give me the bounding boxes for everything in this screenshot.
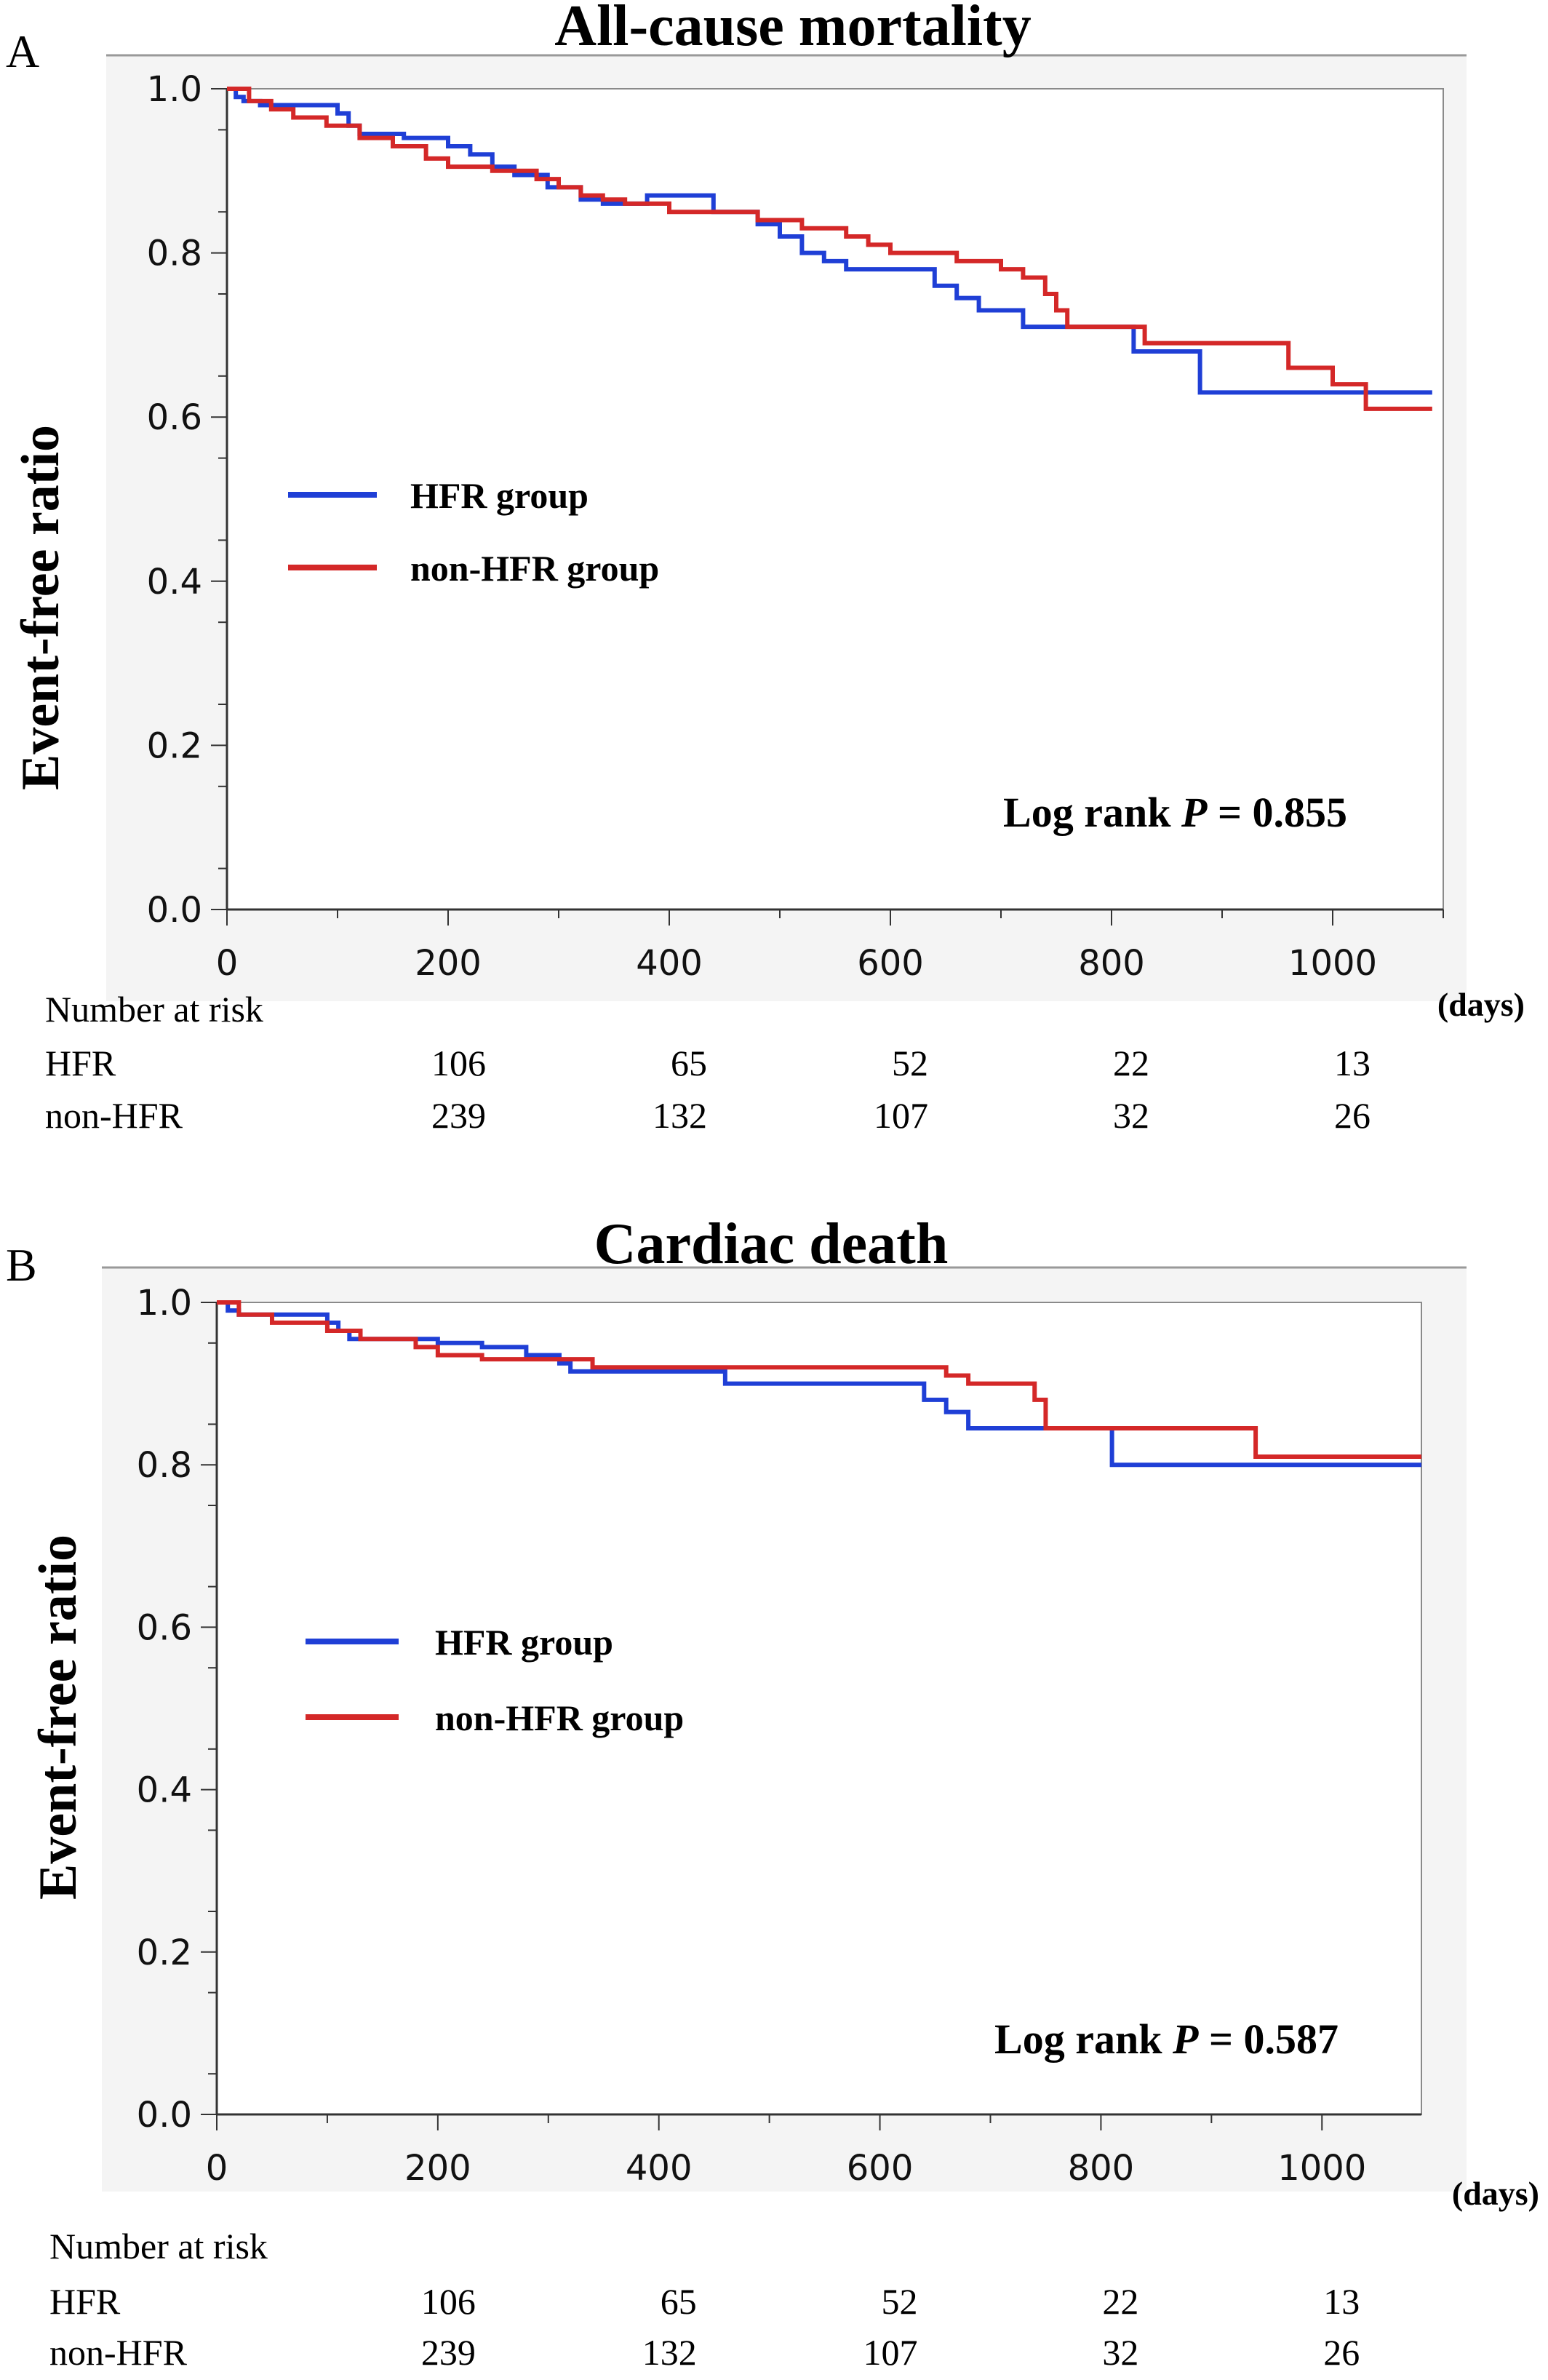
risk-row-label: non-HFR bbox=[45, 1095, 183, 1136]
chart-title: All-cause mortality bbox=[554, 0, 1031, 58]
p-symbol: P bbox=[1172, 2015, 1199, 2063]
risk-value: 22 bbox=[1113, 1043, 1149, 1083]
risk-table-heading: Number at risk bbox=[49, 2226, 268, 2266]
risk-value: 52 bbox=[892, 1043, 928, 1083]
p-symbol: P bbox=[1181, 789, 1208, 836]
plot-area bbox=[227, 89, 1443, 910]
panel-letter: B bbox=[6, 1239, 37, 1291]
x-tick-label: 0 bbox=[206, 2148, 228, 2189]
log-rank-prefix: Log rank bbox=[1003, 789, 1181, 836]
x-tick-label: 200 bbox=[415, 943, 482, 984]
risk-value: 65 bbox=[661, 2281, 697, 2322]
x-tick-label: 400 bbox=[636, 943, 703, 984]
y-tick-label: 0.0 bbox=[137, 2095, 192, 2136]
risk-value: 106 bbox=[431, 1043, 486, 1083]
y-tick-label: 0.6 bbox=[147, 397, 202, 438]
risk-row-label: HFR bbox=[49, 2281, 121, 2322]
log-rank-prefix: Log rank bbox=[994, 2015, 1173, 2063]
risk-value: 26 bbox=[1323, 2332, 1360, 2373]
p-value: = 0.855 bbox=[1207, 789, 1347, 836]
y-axis-label: Event-free ratio bbox=[28, 1535, 88, 1900]
risk-value: 239 bbox=[421, 2332, 476, 2373]
y-tick-label: 0.4 bbox=[137, 1770, 192, 1811]
log-rank-annotation: Log rank P = 0.855 bbox=[1003, 789, 1347, 836]
y-tick-label: 0.2 bbox=[137, 1933, 192, 1973]
risk-value: 132 bbox=[642, 2332, 697, 2373]
x-axis-unit: (days) bbox=[1452, 2175, 1539, 2212]
risk-value: 52 bbox=[882, 2281, 918, 2322]
y-tick-label: 1.0 bbox=[147, 69, 202, 110]
x-tick-label: 1000 bbox=[1277, 2148, 1366, 2189]
risk-value: 107 bbox=[874, 1095, 928, 1136]
plot-area bbox=[217, 1302, 1421, 2114]
y-tick-label: 0.0 bbox=[147, 890, 202, 931]
survival-curve-hfr bbox=[217, 1300, 1421, 1468]
risk-value: 107 bbox=[863, 2332, 918, 2373]
x-tick-label: 800 bbox=[1068, 2148, 1135, 2189]
log-rank-annotation: Log rank P = 0.587 bbox=[994, 2015, 1338, 2063]
risk-row-label: HFR bbox=[45, 1043, 116, 1083]
x-tick-label: 0 bbox=[216, 943, 239, 984]
y-tick-label: 0.6 bbox=[137, 1607, 192, 1648]
legend-label: HFR group bbox=[410, 475, 589, 516]
survival-curve-non-hfr bbox=[217, 1300, 1421, 1460]
panel-letter: A bbox=[6, 25, 39, 77]
risk-value: 32 bbox=[1113, 1095, 1149, 1136]
y-tick-label: 0.8 bbox=[137, 1445, 192, 1486]
risk-value: 239 bbox=[431, 1095, 486, 1136]
x-tick-label: 800 bbox=[1078, 943, 1145, 984]
legend-label: HFR group bbox=[435, 1622, 613, 1663]
risk-value: 13 bbox=[1334, 1043, 1371, 1083]
risk-value: 22 bbox=[1102, 2281, 1138, 2322]
risk-value: 26 bbox=[1334, 1095, 1371, 1136]
risk-value: 32 bbox=[1102, 2332, 1138, 2373]
x-tick-label: 200 bbox=[404, 2148, 471, 2189]
y-axis-label: Event-free ratio bbox=[11, 425, 71, 790]
risk-value: 65 bbox=[671, 1043, 707, 1083]
y-tick-label: 0.8 bbox=[147, 234, 202, 274]
risk-value: 132 bbox=[653, 1095, 707, 1136]
p-value: = 0.587 bbox=[1198, 2015, 1338, 2063]
panel-a: A All-cause mortality Event-free ratio 0.0 0… bbox=[6, 0, 1525, 1136]
legend-label: non-HFR group bbox=[435, 1698, 684, 1738]
x-tick-label: 600 bbox=[857, 943, 924, 984]
y-tick-label: 0.4 bbox=[147, 562, 202, 602]
panel-b: B Cardiac death Event-free ratio 0.0 0.2 0.4 0… bbox=[6, 1212, 1539, 2373]
risk-value: 106 bbox=[421, 2281, 476, 2322]
chart-title: Cardiac death bbox=[594, 1212, 949, 1276]
x-tick-label: 600 bbox=[847, 2148, 914, 2189]
x-tick-label: 1000 bbox=[1288, 943, 1377, 984]
legend-label: non-HFR group bbox=[410, 548, 659, 589]
x-axis-unit: (days) bbox=[1437, 986, 1525, 1023]
survival-curve-non-hfr bbox=[227, 87, 1432, 411]
risk-value: 13 bbox=[1323, 2281, 1360, 2322]
y-tick-label: 0.2 bbox=[147, 725, 202, 766]
y-tick-label: 1.0 bbox=[137, 1283, 192, 1324]
risk-table-heading: Number at risk bbox=[45, 989, 263, 1030]
x-tick-label: 400 bbox=[626, 2148, 693, 2189]
risk-row-label: non-HFR bbox=[49, 2332, 188, 2373]
